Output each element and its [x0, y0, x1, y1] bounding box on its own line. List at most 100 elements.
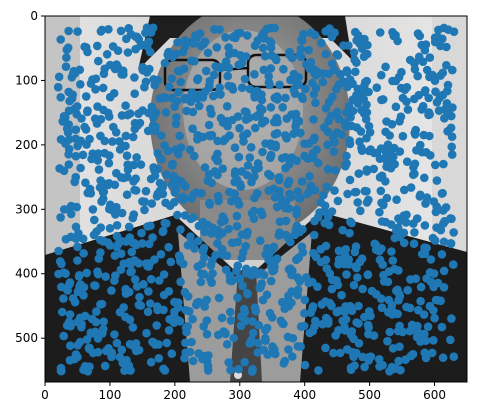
scatter-point [288, 352, 297, 361]
scatter-point [280, 298, 290, 307]
scatter-point [122, 34, 131, 44]
scatter-point [250, 91, 259, 100]
scatter-point [400, 185, 409, 195]
scatter-point [447, 150, 457, 159]
scatter-point [125, 287, 134, 297]
scatter-point [136, 160, 146, 169]
scatter-point [394, 356, 404, 366]
scatter-point [449, 352, 459, 362]
scatter-point [345, 75, 355, 84]
scatter-point [333, 196, 343, 206]
scatter-point [293, 285, 303, 295]
scatter-point [383, 140, 393, 149]
scatter-point [110, 251, 120, 260]
scatter-point [66, 341, 75, 351]
scatter-point [351, 262, 360, 271]
scatter-point [213, 239, 222, 248]
scatter-point [391, 102, 401, 112]
scatter-point [65, 310, 75, 319]
scatter-point [381, 127, 390, 137]
scatter-point [371, 245, 381, 254]
scatter-point [345, 175, 355, 185]
scatter-point [188, 356, 198, 366]
scatter-point [431, 160, 440, 170]
scatter-point [261, 325, 270, 335]
scatter-point [338, 225, 348, 235]
scatter-point [214, 231, 224, 240]
scatter-point [319, 190, 328, 200]
scatter-point [143, 222, 152, 231]
scatter-point [91, 85, 100, 94]
scatter-point [390, 264, 399, 274]
scatter-point [53, 82, 63, 92]
x-tick-label: 0 [41, 388, 49, 402]
scatter-point [448, 65, 457, 75]
scatter-point [247, 209, 257, 218]
scatter-point [250, 193, 259, 203]
scatter-point [56, 366, 66, 376]
scatter-point [134, 259, 143, 268]
scatter-point [203, 361, 213, 371]
scatter-point [439, 237, 449, 247]
scatter-point [300, 309, 309, 318]
scatter-point [226, 316, 236, 325]
scatter-point [261, 334, 270, 343]
scatter-point [297, 35, 306, 44]
scatter-point [157, 131, 166, 140]
scatter-point [197, 269, 206, 279]
scatter-point [232, 175, 242, 185]
scatter-point [283, 179, 293, 189]
scatter-point [138, 197, 147, 206]
scatter-point [59, 331, 68, 341]
scatter-point [363, 40, 372, 50]
scatter-point [324, 220, 334, 230]
scatter-point [447, 314, 456, 323]
scatter-point [122, 151, 132, 160]
y-tick-label: 100 [15, 73, 38, 87]
scatter-point [159, 364, 168, 374]
scatter-point [143, 307, 153, 317]
scatter-point [433, 278, 443, 288]
scatter-point [281, 131, 290, 140]
scatter-point [200, 163, 210, 172]
scatter-point [102, 50, 112, 59]
scatter-point [189, 91, 198, 100]
scatter-point [341, 161, 350, 171]
scatter-point [353, 273, 362, 282]
scatter-point [62, 53, 71, 62]
scatter-point [71, 172, 80, 182]
scatter-point [308, 78, 317, 88]
scatter-point [79, 249, 88, 258]
scatter-point [127, 267, 136, 276]
scatter-point [212, 43, 222, 52]
scatter-point [250, 165, 260, 175]
scatter-point [327, 32, 337, 42]
scatter-point [409, 239, 419, 248]
scatter-point [260, 51, 270, 61]
scatter-point [200, 302, 209, 311]
scatter-point [138, 239, 147, 248]
scatter-point [281, 163, 290, 173]
scatter-point [188, 124, 197, 133]
scatter-point [155, 276, 164, 285]
scatter-point [287, 298, 296, 308]
scatter-point [395, 117, 404, 126]
scatter-point [417, 249, 427, 259]
scatter-point [440, 114, 449, 123]
scatter-point [311, 98, 320, 108]
scatter-point [342, 108, 351, 117]
scatter-point [255, 236, 265, 245]
scatter-point [202, 329, 212, 339]
scatter-point [152, 192, 162, 201]
scatter-point [360, 81, 369, 90]
scatter-point [256, 282, 265, 292]
scatter-point [334, 114, 344, 124]
scatter-point [241, 264, 251, 274]
x-axis: 0 100 200 300 400 500 600 [41, 382, 446, 402]
scatter-point [362, 49, 372, 59]
scatter-point [192, 298, 202, 308]
scatter-point [416, 140, 425, 150]
scatter-point [352, 36, 361, 45]
scatter-point [393, 223, 403, 232]
scatter-point [164, 326, 174, 335]
